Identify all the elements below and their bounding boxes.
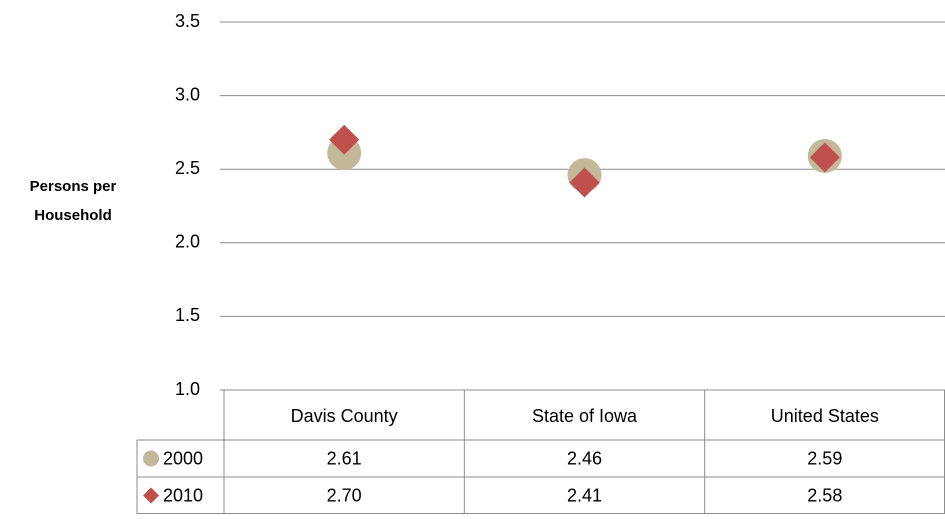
data-label: 2.70 [327,485,362,505]
data-label: 2.58 [807,485,842,505]
legend-marker [143,450,159,467]
data-label: 2.61 [327,448,362,468]
y-tick-label: 3.0 [175,84,200,104]
legend-label: 2010 [163,485,203,505]
marker [569,167,600,198]
x-tick-label: Davis County [291,406,398,426]
legend-label: 2000 [163,448,203,468]
y-tick-label: 1.5 [175,305,200,325]
x-tick-label: United States [771,406,879,426]
y-tick-label: 2.5 [175,158,200,178]
data-label: 2.59 [807,448,842,468]
y-axis-label: Persons per Household [29,178,117,224]
y-tick-label: 3.5 [175,11,200,31]
marker [809,142,840,173]
y-tick-label: 2.0 [175,232,200,252]
y-tick-label: 1.0 [175,379,200,399]
x-tick-label: State of Iowa [532,406,638,426]
data-label: 2.41 [567,485,602,505]
marker [329,124,360,155]
data-label: 2.46 [567,448,602,468]
legend-marker [143,487,159,504]
